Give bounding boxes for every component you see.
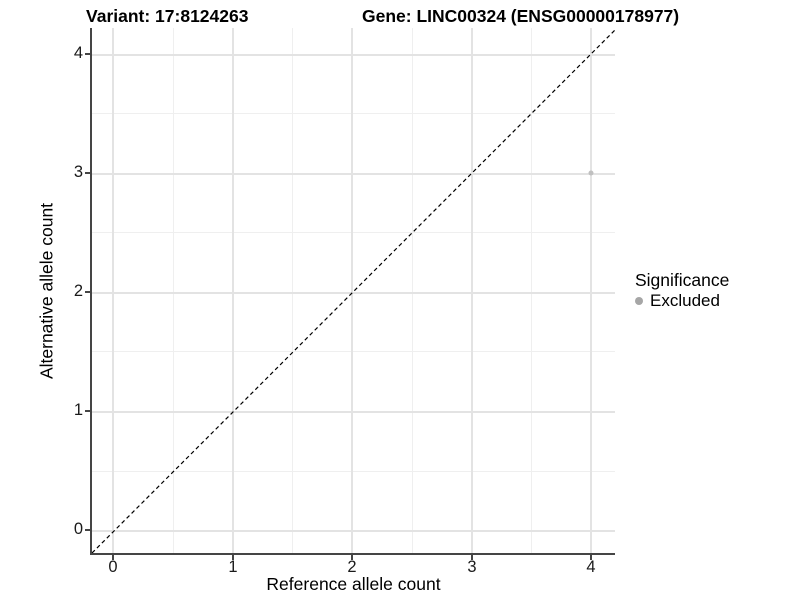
y-tick-mark (85, 291, 90, 293)
gridline-y-major (92, 411, 615, 413)
x-tick-label: 1 (228, 558, 238, 576)
gridline-y-major (92, 173, 615, 175)
y-tick-mark (85, 172, 90, 174)
legend-item-label: Excluded (650, 291, 720, 310)
x-tick-label: 4 (586, 558, 596, 576)
gridline-y-minor (92, 351, 615, 352)
plot-overlay (92, 29, 615, 553)
y-tick-label: 3 (73, 163, 83, 181)
x-tick-mark (112, 555, 114, 560)
variant-title: Variant: 17:8124263 (86, 6, 249, 26)
y-axis-title: Alternative allele count (36, 202, 57, 380)
x-tick-mark (471, 555, 473, 560)
gridline-x-major (232, 28, 234, 553)
gridline-x-minor (412, 28, 413, 553)
gridline-x-major (112, 28, 114, 553)
y-axis-line (90, 28, 92, 555)
y-tick-label: 0 (73, 520, 83, 538)
x-tick-mark (590, 555, 592, 560)
y-tick-mark (85, 529, 90, 531)
gridline-y-minor (92, 471, 615, 472)
legend-title: Significance (635, 270, 730, 290)
y-tick-mark (85, 53, 90, 55)
gridline-x-minor (173, 28, 174, 553)
gridline-y-major (92, 292, 615, 294)
gridline-x-minor (531, 28, 532, 553)
plot-panel (92, 28, 615, 553)
x-axis-line (90, 553, 615, 555)
y-tick-label: 2 (73, 282, 83, 300)
gridline-x-major (351, 28, 353, 553)
x-tick-mark (232, 555, 234, 560)
gene-title: Gene: LINC00324 (ENSG00000178977) (362, 6, 680, 26)
gridline-y-minor (92, 232, 615, 233)
gridline-x-major (590, 28, 592, 553)
gridline-y-minor (92, 113, 615, 114)
gridline-y-major (92, 54, 615, 56)
x-tick-label: 3 (467, 558, 477, 576)
x-axis-title: Reference allele count (266, 574, 441, 594)
legend-item-excluded: Excluded (635, 291, 729, 311)
data-point-excluded (588, 170, 594, 176)
x-tick-label: 2 (347, 558, 357, 576)
gridline-y-major (92, 530, 615, 532)
identity-line (92, 29, 615, 553)
legend-marker-icon (635, 297, 643, 305)
y-tick-label: 4 (73, 44, 83, 62)
y-tick-label: 1 (73, 401, 83, 419)
x-tick-label: 0 (108, 558, 118, 576)
y-tick-mark (85, 410, 90, 412)
x-tick-mark (351, 555, 353, 560)
gridline-x-major (471, 28, 473, 553)
gridline-x-minor (292, 28, 293, 553)
legend: Significance Excluded (635, 270, 729, 311)
